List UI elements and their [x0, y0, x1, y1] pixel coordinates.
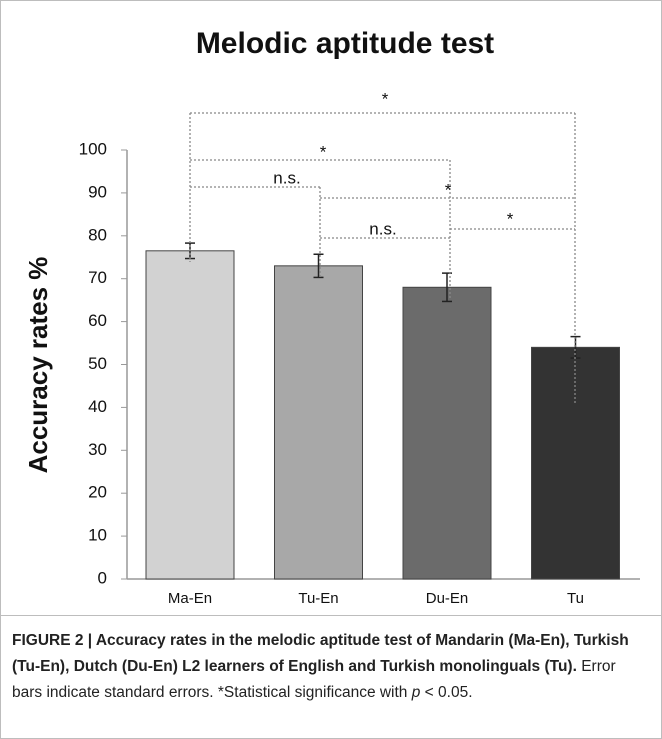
- bar: [145, 250, 235, 580]
- bar: [274, 265, 363, 580]
- y-tick-label: 80: [88, 225, 107, 244]
- chart: Melodic aptitude test Accuracy rates % 0…: [23, 27, 640, 607]
- x-tick-label: Tu-En: [298, 590, 338, 607]
- caption-end: < 0.05.: [420, 684, 473, 701]
- y-tick-label: 60: [88, 311, 107, 330]
- significance-label: *: [320, 142, 327, 161]
- y-tick-label: 50: [88, 354, 107, 373]
- caption-text: Error bars indicate standard errors. *St…: [12, 658, 616, 701]
- caption-separator: [0, 615, 662, 616]
- y-tick-label: 0: [98, 568, 107, 587]
- y-tick-label: 10: [88, 526, 107, 545]
- y-tick-label: 70: [88, 268, 107, 287]
- chart-title: Melodic aptitude test: [196, 27, 494, 60]
- y-tick-label: 30: [88, 440, 107, 459]
- significance-label: *: [507, 209, 514, 228]
- caption-bold: FIGURE 2 | Accuracy rates in the melodic…: [12, 632, 629, 675]
- significance-label: n.s.: [273, 168, 300, 187]
- caption-italic: p: [411, 684, 421, 701]
- y-tick-label: 90: [88, 182, 107, 201]
- x-tick-label: Tu: [567, 590, 584, 607]
- significance-label: *: [445, 180, 452, 199]
- significance-label: n.s.: [369, 219, 396, 238]
- x-tick-label: Ma-En: [168, 590, 212, 607]
- bar: [402, 286, 492, 580]
- y-tick-label: 20: [88, 483, 107, 502]
- y-tick-label: 100: [79, 139, 107, 158]
- y-tick-label: 40: [88, 397, 107, 416]
- x-tick-label: Du-En: [426, 590, 469, 607]
- y-axis-label: Accuracy rates %: [23, 257, 53, 474]
- caption: FIGURE 2 | Accuracy rates in the melodic…: [12, 628, 648, 706]
- significance-label: *: [382, 89, 389, 108]
